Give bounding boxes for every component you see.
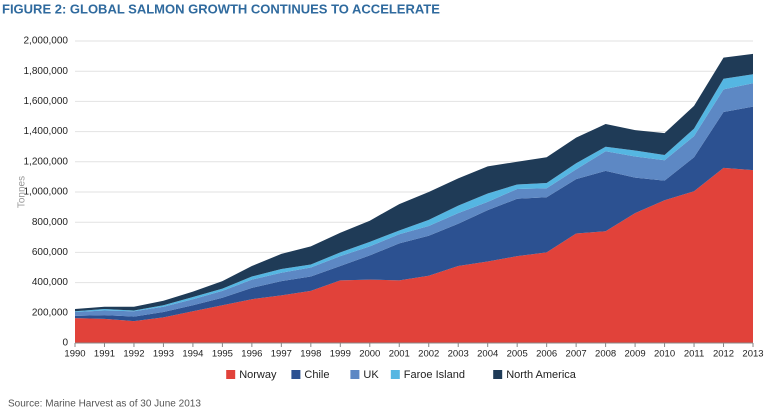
x-tick-label: 2008 (595, 349, 616, 360)
y-axis-label: Tonnes (17, 176, 28, 208)
area (75, 167, 753, 343)
chart-title: FIGURE 2: GLOBAL SALMON GROWTH CONTINUES… (2, 1, 440, 16)
legend-label: Chile (304, 369, 329, 381)
x-tick-label: 2001 (389, 349, 410, 360)
x-tick-label: 2004 (477, 349, 498, 360)
x-tick-label: 2003 (448, 349, 469, 360)
x-tick-label: 2010 (654, 349, 675, 360)
x-tick-label: 1991 (94, 349, 115, 360)
legend-label: Faroe Island (404, 369, 465, 381)
y-tick-label: 2,000,000 (24, 36, 69, 47)
source-note: Source: Marine Harvest as of 30 June 201… (8, 399, 201, 410)
x-tick-label: 2011 (684, 349, 704, 360)
x-tick-label: 2002 (418, 349, 439, 360)
y-tick-label: 200,000 (32, 307, 69, 318)
y-tick-label: 1,800,000 (24, 66, 69, 77)
y-tick-label: 800,000 (32, 217, 69, 228)
x-tick-label: 1990 (64, 349, 85, 360)
legend-swatch (226, 370, 236, 379)
x-tick-label: 2000 (359, 349, 380, 360)
x-tick-label: 1993 (153, 349, 174, 360)
x-tick-label: 1996 (241, 349, 262, 360)
x-tick-label: 2005 (507, 349, 528, 360)
y-tick-label: 1,200,000 (24, 156, 69, 167)
y-tick-label: 0 (62, 338, 68, 349)
legend-swatch (493, 370, 503, 379)
x-tick-label: 2013 (742, 349, 763, 360)
x-tick-label: 2006 (536, 349, 557, 360)
y-tick-label: 1,000,000 (24, 187, 69, 198)
x-tick-label: 1994 (182, 349, 203, 360)
y-tick-label: 1,600,000 (24, 96, 69, 107)
x-tick-label: 2012 (713, 349, 734, 360)
legend-swatch (390, 370, 400, 379)
legend-swatch (350, 370, 360, 379)
area (75, 106, 753, 322)
legend-label: Norway (239, 369, 277, 381)
x-tick-label: 1998 (300, 349, 321, 360)
x-tick-label: 2009 (625, 349, 646, 360)
x-tick-label: 1992 (123, 349, 144, 360)
x-tick-label: 2007 (566, 349, 587, 360)
y-tick-label: 400,000 (32, 277, 69, 288)
y-tick-label: 1,400,000 (24, 126, 69, 137)
y-tick-label: 600,000 (32, 247, 69, 258)
legend-swatch (291, 370, 301, 379)
x-tick-label: 1997 (271, 349, 292, 360)
x-tick-label: 1999 (330, 349, 351, 360)
legend-label: UK (363, 369, 379, 381)
x-tick-label: 1995 (212, 349, 233, 360)
legend-label: North America (506, 369, 577, 381)
